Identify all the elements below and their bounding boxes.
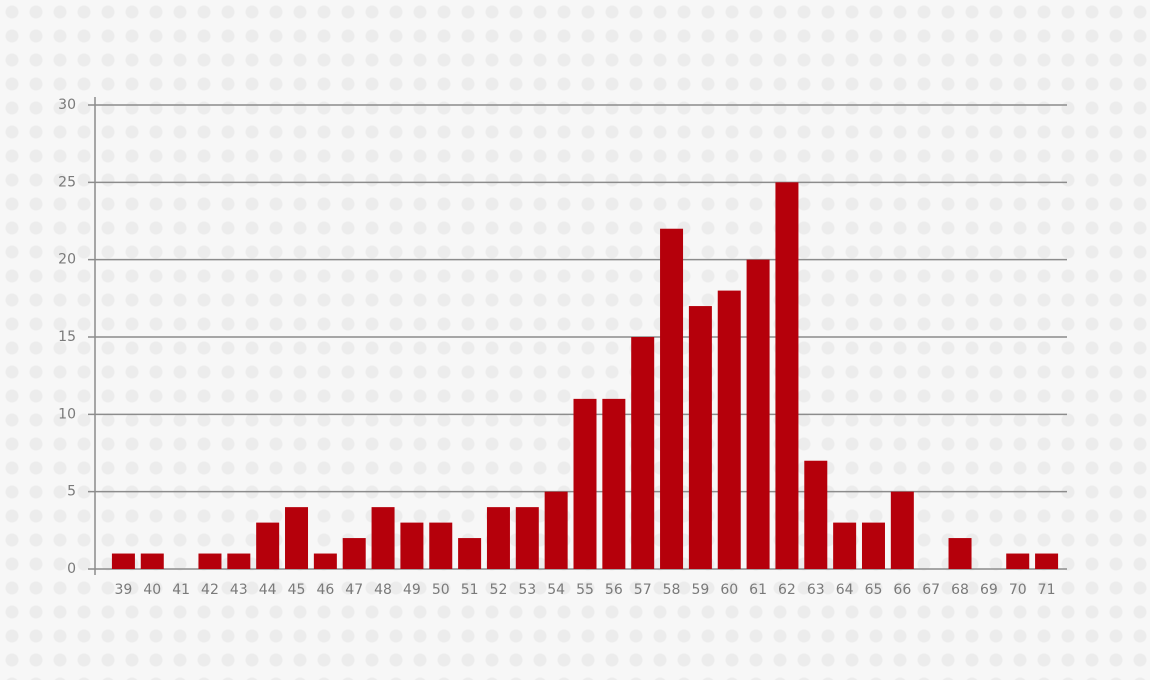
- bar: [371, 507, 395, 569]
- bar: [111, 553, 135, 569]
- bar: [660, 228, 684, 569]
- y-tick-label: 10: [58, 406, 76, 422]
- x-tick-label: 47: [345, 582, 363, 598]
- bar: [631, 337, 655, 569]
- bar: [285, 507, 309, 569]
- bar: [198, 553, 222, 569]
- bar: [861, 522, 885, 569]
- bar: [515, 507, 539, 569]
- bar: [602, 398, 626, 569]
- bar: [544, 491, 568, 569]
- x-tick-label: 39: [115, 582, 133, 598]
- y-tick-label: 0: [67, 561, 76, 577]
- y-tick-label: 25: [58, 174, 76, 190]
- bar: [804, 460, 828, 569]
- x-tick-label: 65: [865, 582, 883, 598]
- x-tick-label: 69: [980, 582, 998, 598]
- y-tick-label: 5: [67, 484, 76, 500]
- y-tick-label: 30: [58, 97, 76, 113]
- x-tick-label: 56: [605, 582, 623, 598]
- x-tick-label: 41: [172, 582, 190, 598]
- x-tick-label: 67: [922, 582, 940, 598]
- bar: [400, 522, 424, 569]
- bar: [429, 522, 453, 569]
- x-tick-label: 44: [259, 582, 277, 598]
- x-tick-label: 43: [230, 582, 248, 598]
- bar: [458, 538, 482, 569]
- bar: [717, 290, 741, 569]
- bar: [833, 522, 857, 569]
- x-tick-label: 66: [893, 582, 911, 598]
- y-tick-label: 20: [58, 252, 76, 268]
- bar: [890, 491, 914, 569]
- x-tick-label: 49: [403, 582, 421, 598]
- x-tick-label: 62: [778, 582, 796, 598]
- x-tick-label: 52: [490, 582, 508, 598]
- x-tick-label: 51: [461, 582, 479, 598]
- x-tick-label: 46: [316, 582, 334, 598]
- x-tick-label: 57: [634, 582, 652, 598]
- bar: [948, 538, 972, 569]
- bar: [746, 259, 770, 569]
- bar: [486, 507, 510, 569]
- x-tick-label: 50: [432, 582, 450, 598]
- bar: [140, 553, 164, 569]
- bar: [313, 553, 337, 569]
- x-tick-label: 53: [518, 582, 536, 598]
- bar: [227, 553, 251, 569]
- bar: [1035, 553, 1059, 569]
- x-tick-label: 70: [1009, 582, 1027, 598]
- x-tick-label: 64: [836, 582, 854, 598]
- x-tick-label: 48: [374, 582, 392, 598]
- x-tick-label: 63: [807, 582, 825, 598]
- x-tick-label: 58: [663, 582, 681, 598]
- x-tick-label: 60: [720, 582, 738, 598]
- x-tick-label: 40: [143, 582, 161, 598]
- bar: [342, 538, 366, 569]
- x-tick-label: 71: [1038, 582, 1056, 598]
- x-tick-label: 45: [288, 582, 306, 598]
- x-tick-label: 55: [576, 582, 594, 598]
- bar: [256, 522, 280, 569]
- bar: [775, 182, 799, 570]
- y-tick-label: 15: [58, 329, 76, 345]
- bar: [1006, 553, 1030, 569]
- x-tick-label: 68: [951, 582, 969, 598]
- bar: [573, 398, 597, 569]
- bar: [688, 306, 712, 569]
- x-tick-label: 61: [749, 582, 767, 598]
- x-tick-label: 54: [547, 582, 565, 598]
- x-tick-label: 42: [201, 582, 219, 598]
- x-tick-label: 59: [691, 582, 709, 598]
